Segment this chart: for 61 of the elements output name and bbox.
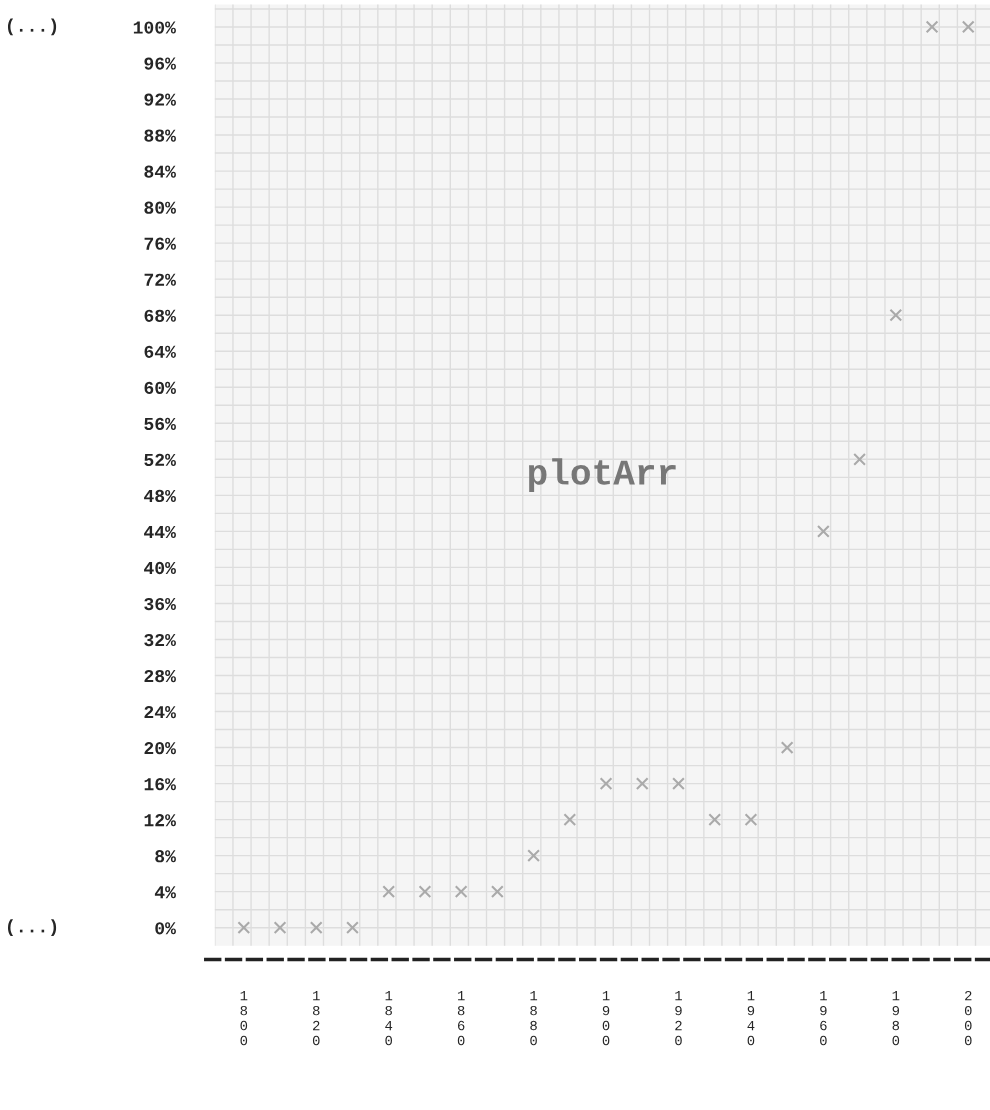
y-tick-label: 24%: [144, 705, 176, 719]
text: (...): [7, 18, 57, 36]
x-tick-label: 1 9 2 0: [675, 991, 682, 1046]
point: [273, 921, 287, 935]
y-tick-label: 64%: [144, 345, 176, 358]
x-tick-label: 1 8 4 0: [385, 991, 393, 1046]
y-tick-label: 84%: [144, 165, 176, 178]
x-tick-label: 1 9 8 0: [892, 991, 900, 1046]
y-tick-label: 100%: [133, 21, 176, 34]
point: [418, 885, 432, 899]
y-tick-label: 76%: [144, 237, 176, 250]
x-tick-label: 1 8 0 0: [240, 991, 248, 1046]
x-tick-label: 1 8 8 0: [530, 991, 538, 1046]
y-tick-label: 80%: [144, 201, 176, 214]
point: [744, 813, 758, 827]
y-tick-label: 12%: [144, 814, 176, 827]
point: [925, 20, 939, 34]
point: [961, 20, 975, 34]
y-tick-label: 92%: [144, 93, 176, 106]
y-tick-label: 16%: [144, 778, 176, 791]
y-tick-label: 28%: [144, 669, 176, 683]
point: [853, 452, 867, 466]
text: plotArr: [529, 458, 676, 492]
y-tick-label: 44%: [144, 525, 176, 539]
point: [780, 741, 794, 754]
point: [527, 849, 541, 863]
x-tick-label: 1 9 4 0: [747, 991, 755, 1046]
y-tick-label: 4%: [154, 886, 176, 899]
point: [346, 921, 359, 935]
point: [672, 777, 685, 791]
point: [382, 885, 396, 899]
point: [599, 777, 613, 791]
y-tick-label: 56%: [144, 417, 176, 431]
x-tick-label: 1 8 2 0: [312, 991, 320, 1046]
y-tick-label: 8%: [155, 850, 176, 863]
y-tick-label: 96%: [144, 57, 176, 70]
point: [708, 813, 722, 827]
y-tick-label: 40%: [144, 561, 176, 575]
y-tick-label: 32%: [144, 633, 176, 647]
y-tick-label: 68%: [144, 309, 176, 322]
x-tick-label: 2 0 0 0: [964, 990, 972, 1046]
x-tick-label: 1 9 6 0: [820, 991, 827, 1046]
x-tick-label: 1 9 0 0: [602, 991, 610, 1046]
point: [237, 921, 251, 935]
y-tick-label: 0%: [155, 922, 176, 935]
point: [889, 308, 903, 322]
point: [309, 921, 323, 935]
point: [635, 777, 649, 791]
y-tick-label: 88%: [144, 129, 176, 142]
point: [454, 885, 468, 899]
y-tick-label: 36%: [144, 597, 176, 611]
point: [816, 524, 830, 538]
point: [563, 813, 577, 827]
text: (...): [7, 919, 57, 937]
y-tick-label: 72%: [144, 273, 176, 286]
y-tick-label: 52%: [144, 453, 176, 467]
y-tick-label: 20%: [144, 742, 176, 755]
x-tick-label: 1 8 6 0: [457, 991, 465, 1046]
y-tick-label: 48%: [144, 489, 176, 503]
point: [490, 885, 504, 899]
y-tick-label: 60%: [144, 381, 176, 394]
